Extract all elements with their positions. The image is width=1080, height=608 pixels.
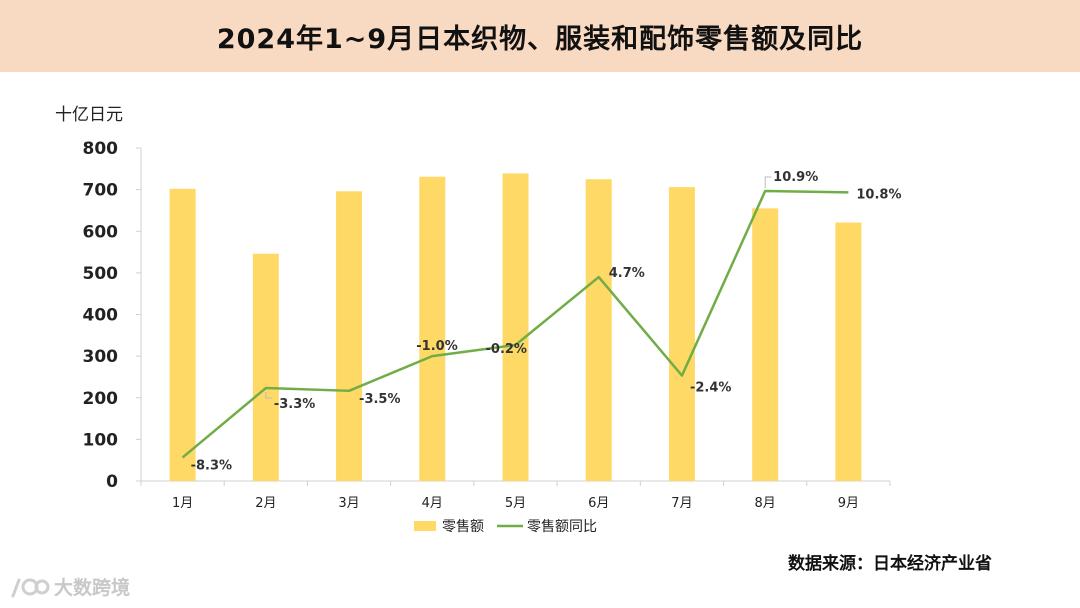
x-tick-label: 3月 [338,496,359,511]
bar-series [169,173,862,482]
label-leader-line [764,176,772,189]
x-tick-label: 6月 [588,496,609,511]
y-tick-label: 800 [83,139,119,159]
y-tick-label: 200 [83,389,119,409]
legend-swatch-bar [414,521,436,531]
bar [752,208,779,481]
chart-axes: 十亿日元 0 100 200 300 400 500 600 700 800 1月 2月 3月 4月 5月 6… [55,105,891,511]
x-tick-label: 7月 [671,496,692,511]
y-tick-label: 500 [83,264,119,284]
data-label: -2.4% [690,381,731,396]
label-leader-line [265,392,272,399]
x-tick-label: 8月 [755,496,776,511]
data-source-note: 数据来源：日本经济产业省 [788,554,992,574]
data-label: 10.9% [773,170,818,185]
data-label: -8.3% [191,458,232,473]
data-label: -3.3% [274,397,315,412]
legend-label-line: 零售额同比 [527,519,597,535]
y-tick-label: 700 [83,181,119,201]
x-tick-label: 5月 [505,496,526,511]
y-tick-label: 0 [106,472,118,492]
y-tick-label: 300 [83,347,119,367]
bar [668,187,695,481]
bar [502,173,529,482]
legend-label-bar: 零售额 [442,519,484,535]
y-tick-label: 600 [83,222,119,242]
bar [336,191,363,481]
data-label: -0.2% [486,342,527,357]
bar [252,253,279,481]
watermark: 大数跨境 [10,573,130,600]
bar [835,222,862,482]
chart-legend: 零售额 零售额同比 [414,519,597,535]
line-path [181,189,849,459]
title-band: 2024年1~9月日本织物、服装和配饰零售额及同比 [0,0,1080,72]
x-tick-label: 9月 [838,496,859,511]
data-label: 10.8% [856,187,901,202]
chart-title: 2024年1~9月日本织物、服装和配饰零售额及同比 [216,23,864,55]
x-tick-label: 4月 [422,496,443,511]
x-tick-label: 2月 [255,496,276,511]
watermark-logo-icon [10,574,50,600]
watermark-text: 大数跨境 [54,577,131,599]
y-axis-unit-label: 十亿日元 [55,105,123,125]
y-tick-label: 100 [83,430,119,450]
bar [419,176,446,481]
data-label: -1.0% [416,339,457,354]
x-tick-label: 1月 [172,496,193,511]
combo-chart: 十亿日元 0 100 200 300 400 500 600 700 800 1月 2月 3月 4月 5月 6… [55,105,901,535]
line-series: -8.3% -3.3% -3.5% -1.0% -0.2% 4.7% -2.4% 10.9% 1… [181,170,901,473]
y-tick-label: 400 [83,306,119,326]
bar [585,179,612,481]
data-label: 4.7% [609,266,645,281]
bar [169,188,196,481]
data-label: -3.5% [359,392,400,407]
